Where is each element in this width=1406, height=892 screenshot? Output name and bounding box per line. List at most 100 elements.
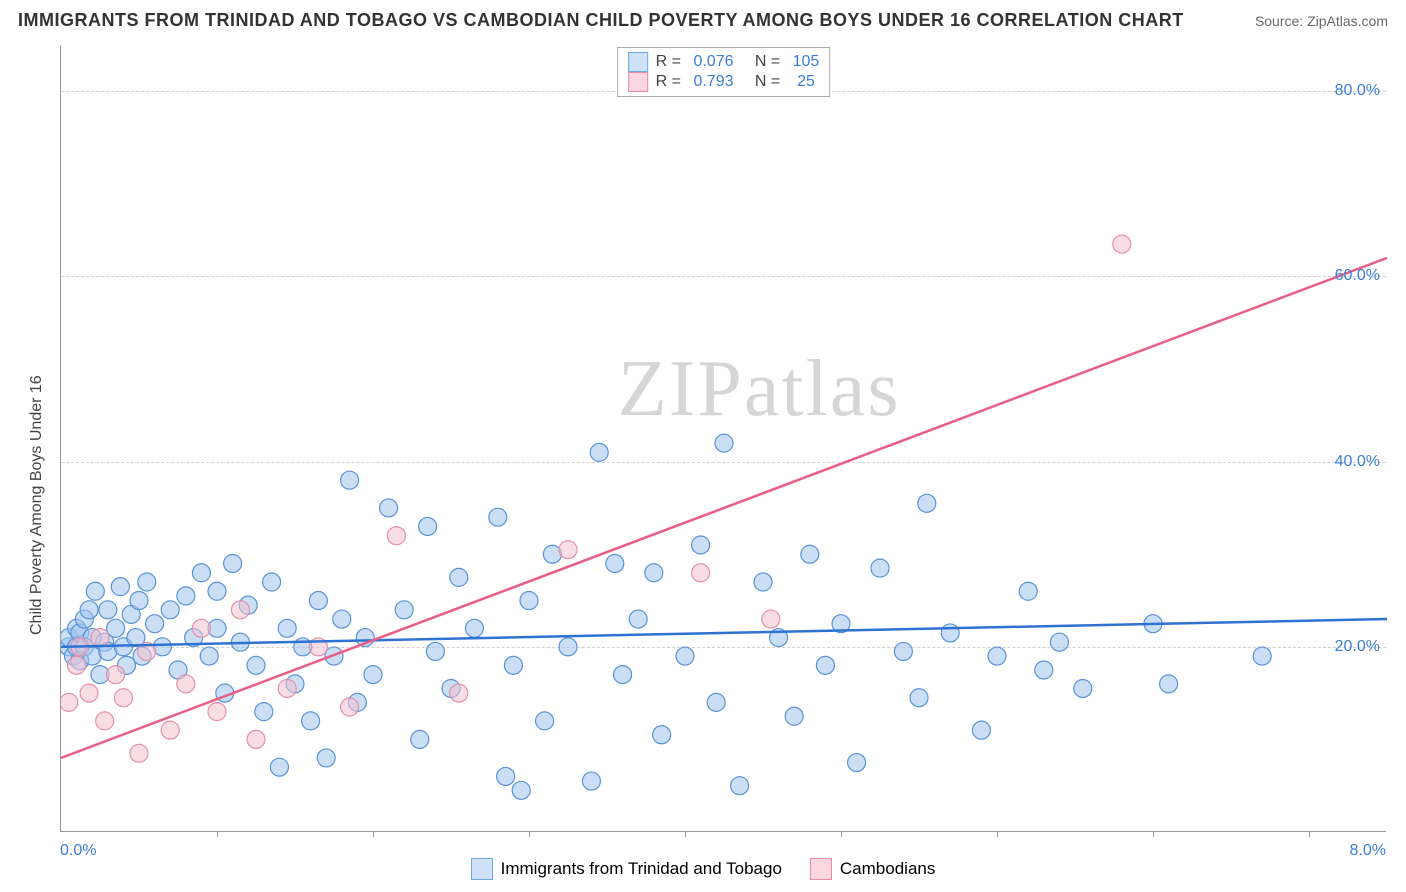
data-point: [208, 582, 226, 600]
data-point: [247, 730, 265, 748]
regression-line: [61, 619, 1387, 647]
data-point: [333, 610, 351, 628]
x-tick-mark: [373, 831, 374, 837]
data-point: [278, 619, 296, 637]
data-point: [146, 615, 164, 633]
data-point: [341, 698, 359, 716]
chart-header: IMMIGRANTS FROM TRINIDAD AND TOBAGO VS C…: [18, 10, 1388, 31]
data-point: [785, 707, 803, 725]
data-point: [270, 758, 288, 776]
data-point: [231, 601, 249, 619]
x-tick-mark: [997, 831, 998, 837]
x-tick-mark: [1309, 831, 1310, 837]
data-point: [309, 592, 327, 610]
plot-area: 20.0%40.0%60.0%80.0% R = 0.076 N = 105R …: [60, 45, 1386, 832]
y-tick-label: 20.0%: [1335, 638, 1380, 656]
data-point: [278, 679, 296, 697]
data-point: [341, 471, 359, 489]
data-point: [111, 578, 129, 596]
legend-swatch: [810, 858, 832, 880]
data-point: [130, 592, 148, 610]
y-tick-label: 60.0%: [1335, 267, 1380, 285]
data-point: [200, 647, 218, 665]
data-point: [614, 666, 632, 684]
x-tick-mark: [217, 831, 218, 837]
source-label: Source: ZipAtlas.com: [1255, 13, 1388, 29]
data-point: [68, 656, 86, 674]
y-tick-label: 80.0%: [1335, 82, 1380, 100]
data-point: [192, 564, 210, 582]
data-point: [582, 772, 600, 790]
data-point: [263, 573, 281, 591]
data-point: [676, 647, 694, 665]
data-point: [762, 610, 780, 628]
chart-svg: [61, 45, 1387, 832]
data-point: [91, 629, 109, 647]
regression-line: [61, 258, 1387, 758]
data-point: [247, 656, 265, 674]
data-point: [645, 564, 663, 582]
data-point: [1253, 647, 1271, 665]
data-point: [224, 554, 242, 572]
data-point: [504, 656, 522, 674]
data-point: [629, 610, 647, 628]
x-tick-mark: [841, 831, 842, 837]
legend-bottom: Immigrants from Trinidad and Tobago Cambo…: [0, 858, 1406, 880]
data-point: [302, 712, 320, 730]
chart-title: IMMIGRANTS FROM TRINIDAD AND TOBAGO VS C…: [18, 10, 1184, 31]
data-point: [317, 749, 335, 767]
data-point: [559, 638, 577, 656]
data-point: [380, 499, 398, 517]
data-point: [848, 754, 866, 772]
data-point: [138, 573, 156, 591]
data-point: [559, 541, 577, 559]
legend-top: R = 0.076 N = 105R = 0.793 N = 25: [617, 47, 831, 97]
data-point: [99, 601, 117, 619]
data-point: [192, 619, 210, 637]
data-point: [450, 684, 468, 702]
data-point: [731, 777, 749, 795]
data-point: [489, 508, 507, 526]
data-point: [411, 730, 429, 748]
data-point: [692, 564, 710, 582]
data-point: [606, 554, 624, 572]
x-tick-mark: [1153, 831, 1154, 837]
legend-swatch: [628, 72, 648, 92]
data-point: [450, 568, 468, 586]
data-point: [871, 559, 889, 577]
data-point: [816, 656, 834, 674]
data-point: [972, 721, 990, 739]
data-point: [988, 647, 1006, 665]
legend-top-row: R = 0.076 N = 105: [628, 52, 820, 72]
data-point: [1074, 679, 1092, 697]
data-point: [419, 517, 437, 535]
legend-label: Immigrants from Trinidad and Tobago: [501, 859, 782, 879]
data-point: [941, 624, 959, 642]
data-point: [536, 712, 554, 730]
data-point: [1050, 633, 1068, 651]
data-point: [426, 642, 444, 660]
data-point: [208, 703, 226, 721]
data-point: [1035, 661, 1053, 679]
data-point: [1019, 582, 1037, 600]
data-point: [96, 712, 114, 730]
data-point: [715, 434, 733, 452]
data-point: [465, 619, 483, 637]
data-point: [387, 527, 405, 545]
data-point: [1160, 675, 1178, 693]
legend-swatch: [628, 52, 648, 72]
data-point: [177, 675, 195, 693]
data-point: [161, 601, 179, 619]
data-point: [653, 726, 671, 744]
data-point: [590, 443, 608, 461]
data-point: [754, 573, 772, 591]
data-point: [114, 689, 132, 707]
data-point: [692, 536, 710, 554]
data-point: [364, 666, 382, 684]
data-point: [161, 721, 179, 739]
data-point: [80, 601, 98, 619]
legend-bottom-item: Cambodians: [810, 858, 935, 880]
data-point: [395, 601, 413, 619]
data-point: [918, 494, 936, 512]
data-point: [107, 619, 125, 637]
